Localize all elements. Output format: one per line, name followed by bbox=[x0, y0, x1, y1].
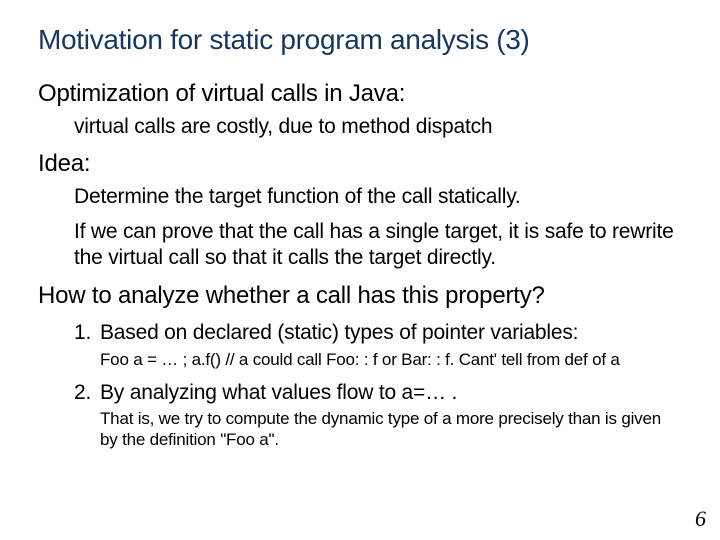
section-heading-optimization: Optimization of virtual calls in Java: bbox=[38, 80, 682, 108]
list-item: 1. Based on declared (static) types of p… bbox=[74, 320, 682, 346]
idea-line-1: Determine the target function of the cal… bbox=[74, 184, 682, 210]
slide-title: Motivation for static program analysis (… bbox=[38, 24, 682, 56]
list-text-2: By analyzing what values flow to a=… . bbox=[100, 380, 682, 406]
section-heading-idea: Idea: bbox=[38, 150, 682, 178]
section-heading-howto: How to analyze whether a call has this p… bbox=[38, 282, 682, 310]
page-number: 6 bbox=[695, 506, 706, 532]
list-note-1: Foo a = … ; a.f() // a could call Foo: :… bbox=[100, 349, 682, 370]
list-item: 2. By analyzing what values flow to a=… … bbox=[74, 380, 682, 406]
idea-line-2: If we can prove that the call has a sing… bbox=[74, 219, 682, 270]
list-text-1: Based on declared (static) types of poin… bbox=[100, 320, 682, 346]
section-detail-virtual-calls: virtual calls are costly, due to method … bbox=[74, 114, 682, 140]
list-number-2: 2. bbox=[74, 380, 100, 406]
list-number-1: 1. bbox=[74, 320, 100, 346]
list-note-2: That is, we try to compute the dynamic t… bbox=[100, 408, 682, 451]
